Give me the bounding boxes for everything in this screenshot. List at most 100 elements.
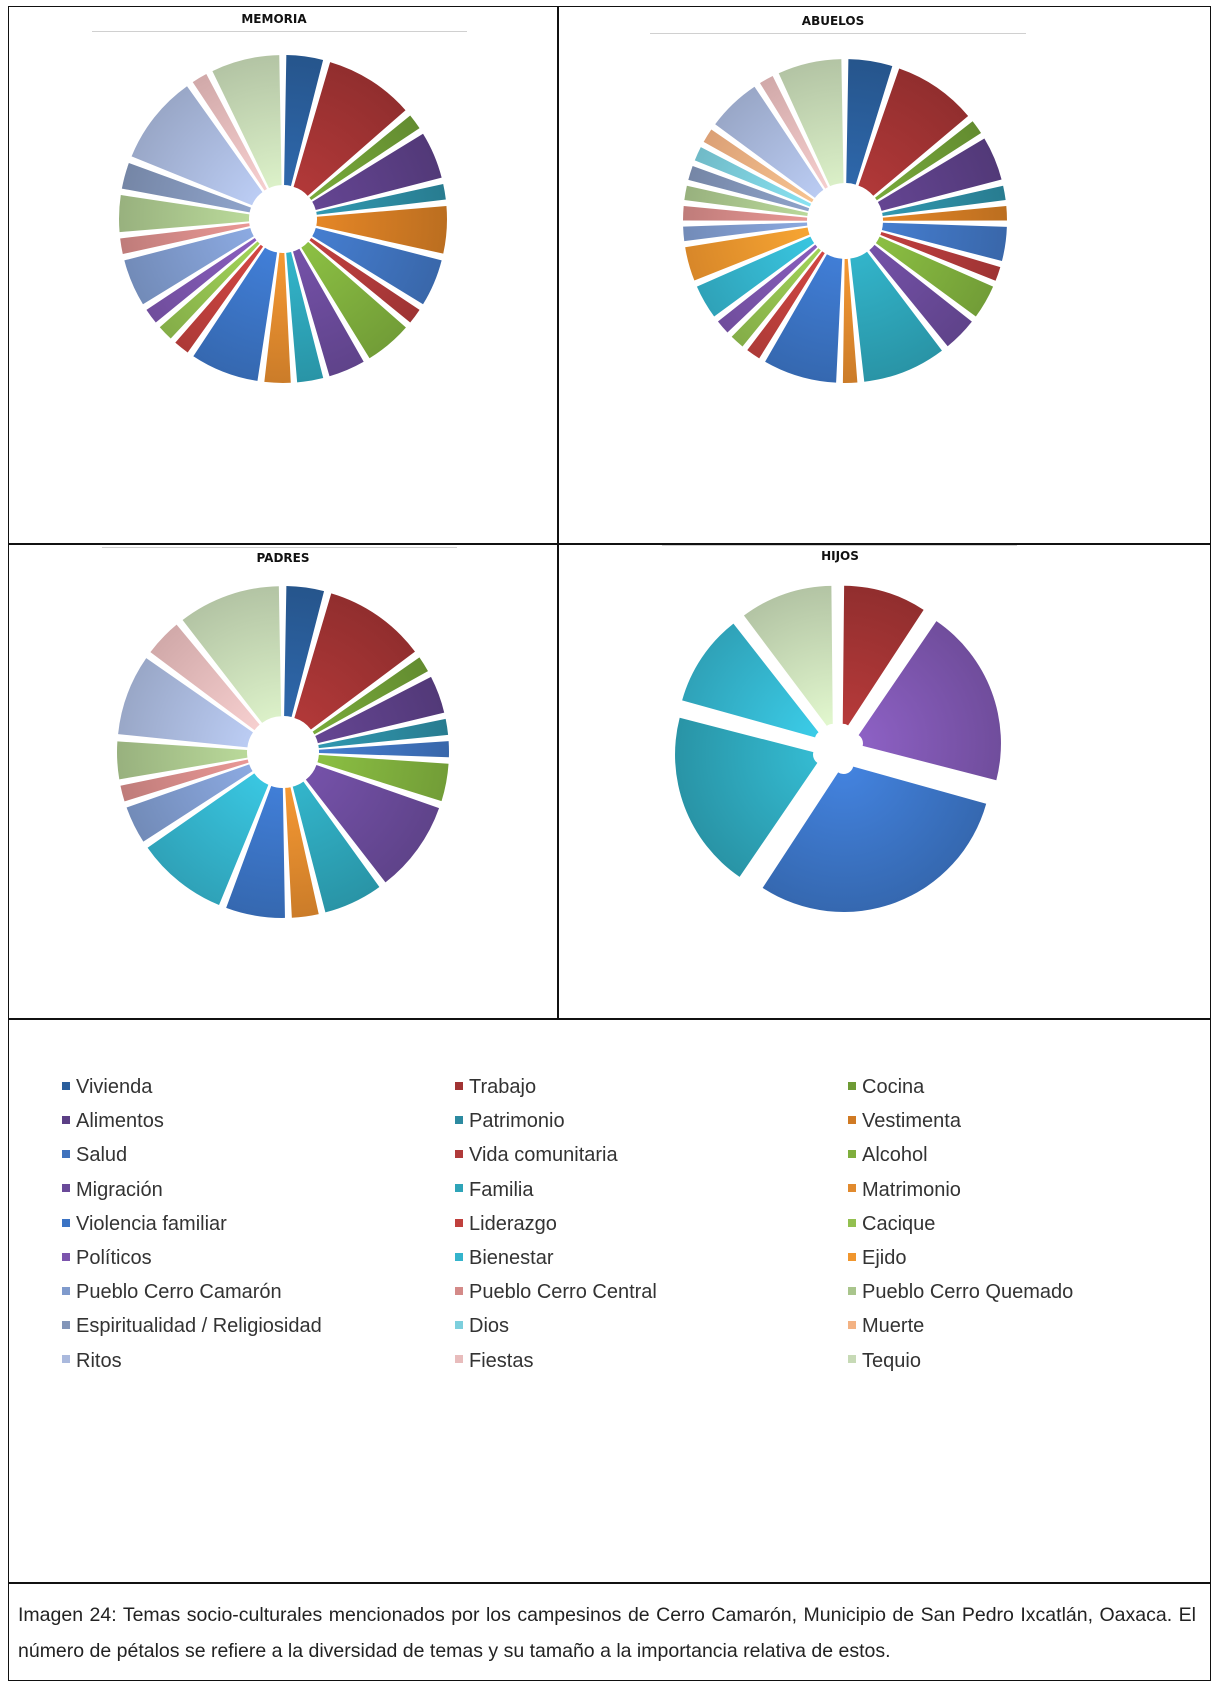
pie-slice-abuelos-vestimenta <box>882 206 1007 221</box>
legend-label: Pueblo Cerro Camarón <box>76 1281 282 1304</box>
legend-item: Vida comunitaria <box>455 1144 618 1166</box>
legend-label: Dios <box>469 1315 510 1338</box>
legend-swatch <box>455 1218 463 1227</box>
grid-divider-caption <box>8 1582 1211 1584</box>
legend-swatch <box>455 1321 463 1330</box>
pie-slice-abuelos-cacique <box>731 248 821 347</box>
legend-item: Vivienda <box>62 1076 152 1098</box>
legend-swatch <box>455 1286 463 1295</box>
chart-title-memoria: MEMORIA <box>241 12 307 26</box>
legend-item: Matrimonio <box>848 1179 961 1201</box>
pie-slice-abuelos-patrimonio <box>882 185 1006 216</box>
pie-slice-hijos-trabajo <box>842 585 924 726</box>
title-rule-padres <box>102 547 457 548</box>
legend-item: Muerte <box>848 1315 924 1337</box>
pie-slice-padres-pueblo-cerro-camarón <box>126 764 253 842</box>
legend-swatch <box>62 1184 70 1193</box>
pie-slice-memoria-pueblo-cerro-central <box>120 223 250 255</box>
pie-slice-abuelos-salud <box>881 222 1007 262</box>
pie-slice-padres-matrimonio <box>285 787 319 918</box>
legend-item: Pueblo Cerro Quemado <box>848 1281 1073 1303</box>
pie-slice-abuelos-alcohol <box>875 236 994 317</box>
figure-caption: Imagen 24: Temas socio-culturales mencio… <box>18 1604 1196 1662</box>
legend-swatch <box>455 1252 463 1261</box>
legend-swatch <box>455 1150 463 1159</box>
pie-slice-padres-trabajo <box>294 593 415 730</box>
legend-swatch <box>62 1321 70 1330</box>
pie-slice-abuelos-espiritualidad-religiosidad <box>688 166 810 212</box>
pie-slice-memoria-pueblo-cerro-quemado <box>119 195 250 233</box>
legend-item: Pueblo Cerro Central <box>455 1281 657 1303</box>
legend-swatch <box>455 1184 463 1193</box>
pie-slice-memoria-alcohol <box>301 241 406 359</box>
pie-slice-abuelos-bienestar <box>696 236 815 317</box>
legend-item: Alcohol <box>848 1144 928 1166</box>
legend-label: Alcohol <box>862 1144 928 1167</box>
legend-label: Vida comunitaria <box>469 1144 618 1167</box>
legend-swatch <box>62 1150 70 1159</box>
pie-slice-padres-familia <box>292 781 380 913</box>
pie-slice-memoria-fiestas <box>192 74 267 191</box>
legend-label: Vivienda <box>76 1076 153 1098</box>
pie-slice-padres-bienestar <box>147 773 269 906</box>
legend-label: Trabajo <box>469 1076 537 1098</box>
pie-slice-hijos-bienestar <box>682 623 819 738</box>
legend-swatch <box>62 1286 70 1295</box>
pie-slice-memoria-alimentos <box>312 133 442 210</box>
grid-divider-vertical <box>557 6 559 1019</box>
pie-slice-padres-violencia-familiar <box>226 785 285 918</box>
legend-item: Cacique <box>848 1213 935 1235</box>
legend-item: Violencia familiar <box>62 1213 227 1235</box>
legend-item: Familia <box>455 1179 533 1201</box>
pie-slice-abuelos-cocina <box>875 121 982 201</box>
pie-slice-abuelos-políticos <box>717 244 818 333</box>
pie-slice-abuelos-matrimonio <box>842 258 858 383</box>
pie-slice-abuelos-fiestas <box>759 76 828 189</box>
legend-label: Vestimenta <box>862 1110 961 1133</box>
legend-swatch <box>848 1150 856 1159</box>
legend-item: Cocina <box>848 1076 924 1098</box>
pie-slice-abuelos-familia <box>850 251 942 382</box>
pie-slice-memoria-cocina <box>309 115 420 201</box>
pie-slice-memoria-ritos <box>131 86 263 206</box>
legend-label: Muerte <box>862 1315 925 1338</box>
pie-slice-memoria-violencia-familiar <box>193 247 278 381</box>
legend-swatch <box>62 1115 70 1124</box>
legend-label: Matrimonio <box>862 1178 961 1201</box>
legend-label: Cacique <box>862 1212 936 1235</box>
legend-item: Liderazgo <box>455 1213 557 1235</box>
legend-label: Alimentos <box>76 1110 164 1133</box>
legend-label: Cocina <box>862 1076 925 1098</box>
legend-swatch <box>848 1218 856 1227</box>
legend-label: Fiestas <box>469 1349 534 1372</box>
title-rule-abuelos <box>650 33 1026 34</box>
pie-slice-abuelos-migración <box>869 244 972 347</box>
legend-swatch <box>455 1115 463 1124</box>
chart-title-abuelos: ABUELOS <box>801 14 865 28</box>
pie-slice-padres-patrimonio <box>318 718 449 749</box>
legend-item: Pueblo Cerro Camarón <box>62 1281 282 1303</box>
legend-label: Políticos <box>76 1247 152 1269</box>
pie-slice-hijos-políticos <box>858 621 1001 781</box>
legend-swatch <box>848 1115 856 1124</box>
legend-swatch <box>62 1252 70 1261</box>
legend-item: Espiritualidad / Religiosidad <box>62 1315 322 1337</box>
legend-swatch <box>62 1081 70 1090</box>
legend-label: Pueblo Cerro Quemado <box>862 1281 1074 1304</box>
pie-slice-memoria-espiritualidad-religiosidad <box>121 163 251 213</box>
pie-slice-padres-migración <box>305 764 440 883</box>
pie-slice-memoria-patrimonio <box>316 183 446 215</box>
chart-title-hijos: HIJOS <box>821 549 859 563</box>
legend-label: Liderazgo <box>469 1212 557 1235</box>
pie-slice-memoria-familia <box>286 252 324 383</box>
pie-slice-hijos-violencia-familiar <box>762 766 987 912</box>
pie-slice-abuelos-ejido <box>685 227 810 281</box>
legend-item: Trabajo <box>455 1076 536 1098</box>
legend-swatch <box>848 1081 856 1090</box>
legend-swatch <box>848 1286 856 1295</box>
pie-slice-abuelos-tequio <box>778 59 844 187</box>
legend-swatch <box>455 1081 463 1090</box>
pie-slice-memoria-liderazgo <box>175 244 264 353</box>
pie-slice-padres-pueblo-cerro-quemado <box>117 741 248 780</box>
legend-item: Políticos <box>62 1247 152 1269</box>
